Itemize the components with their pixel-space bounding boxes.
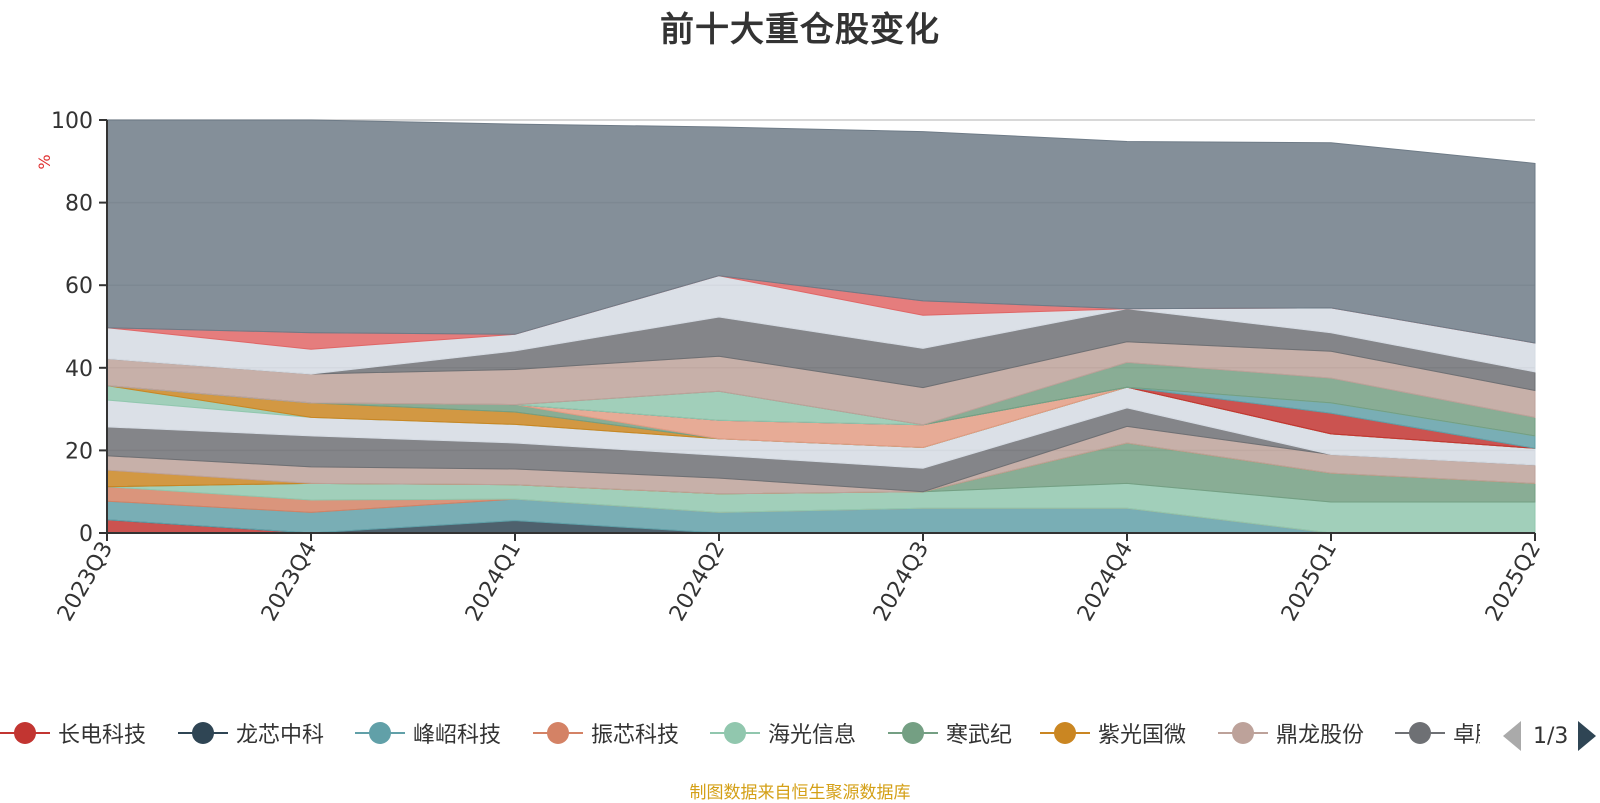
y-tick-label: 0	[79, 522, 93, 547]
legend-label: 寒武纪	[946, 723, 1013, 748]
legend-label: 卓胜微	[1453, 723, 1480, 748]
legend-marker-icon	[355, 721, 405, 745]
legend-item-8[interactable]: 卓胜微	[1395, 715, 1480, 751]
legend-marker-icon	[533, 721, 583, 745]
legend-marker-icon	[710, 721, 760, 745]
y-tick-label: 40	[65, 357, 93, 382]
legend-item-4[interactable]: 海光信息	[710, 715, 856, 751]
x-tick-label: 2025Q1	[1277, 538, 1342, 626]
legend-page-indicator: 1/3	[1533, 723, 1569, 749]
y-tick-label: 60	[65, 274, 93, 299]
y-tick-label: 80	[65, 192, 93, 217]
x-tick-label: 2024Q2	[665, 538, 730, 626]
chart-legend: 长电科技 龙芯中科 峰岹科技 振芯科技 海光信息 寒武纪 紫光国微 鼎龙股份 卓胜微	[0, 715, 1480, 755]
legend-label: 峰岹科技	[413, 723, 502, 748]
x-tick-label: 2024Q4	[1073, 538, 1138, 626]
legend-label: 长电科技	[58, 723, 147, 748]
x-tick-label: 2023Q4	[257, 538, 322, 626]
x-tick-label: 2025Q2	[1481, 538, 1546, 626]
x-tick-label: 2023Q3	[53, 538, 118, 626]
data-source-note: 制图数据来自恒生聚源数据库	[689, 783, 911, 803]
legend-prev-page-button[interactable]	[1503, 721, 1521, 751]
legend-label: 海光信息	[768, 723, 857, 748]
legend-item-6[interactable]: 紫光国微	[1040, 715, 1186, 751]
x-tick-label: 2024Q1	[461, 538, 526, 626]
stacked-area-chart: 0 20 40 60 80 100 2023Q3 2023Q4 2024Q1 2024Q2 2024…	[35, 109, 1546, 626]
legend-label: 紫光国微	[1098, 723, 1187, 748]
area-series-26	[106, 119, 1536, 344]
x-tick-label: 2024Q3	[869, 538, 934, 626]
legend-item-0[interactable]: 长电科技	[0, 715, 146, 751]
y-tick-label: 20	[65, 439, 93, 464]
legend-item-5[interactable]: 寒武纪	[888, 715, 1012, 751]
legend-label: 振芯科技	[591, 723, 680, 748]
chart-title: 前十大重仓股变化	[660, 10, 940, 50]
legend-item-2[interactable]: 峰岹科技	[355, 715, 501, 751]
legend-marker-icon	[178, 721, 228, 745]
legend-marker-icon	[1395, 721, 1445, 745]
legend-label: 鼎龙股份	[1276, 723, 1365, 748]
legend-marker-icon	[1218, 721, 1268, 745]
legend-pager: 1/3	[1500, 718, 1600, 754]
legend-label: 龙芯中科	[236, 723, 325, 748]
y-tick-label: 100	[51, 109, 93, 134]
area-series-layer	[106, 119, 1536, 534]
legend-marker-icon	[888, 721, 938, 745]
legend-next-page-button[interactable]	[1578, 721, 1597, 751]
legend-item-3[interactable]: 振芯科技	[533, 715, 679, 751]
legend-marker-icon	[1040, 721, 1090, 745]
legend-marker-icon	[0, 721, 50, 745]
legend-item-7[interactable]: 鼎龙股份	[1218, 715, 1364, 751]
y-axis-unit-label: %	[35, 154, 54, 169]
legend-item-1[interactable]: 龙芯中科	[178, 715, 324, 751]
